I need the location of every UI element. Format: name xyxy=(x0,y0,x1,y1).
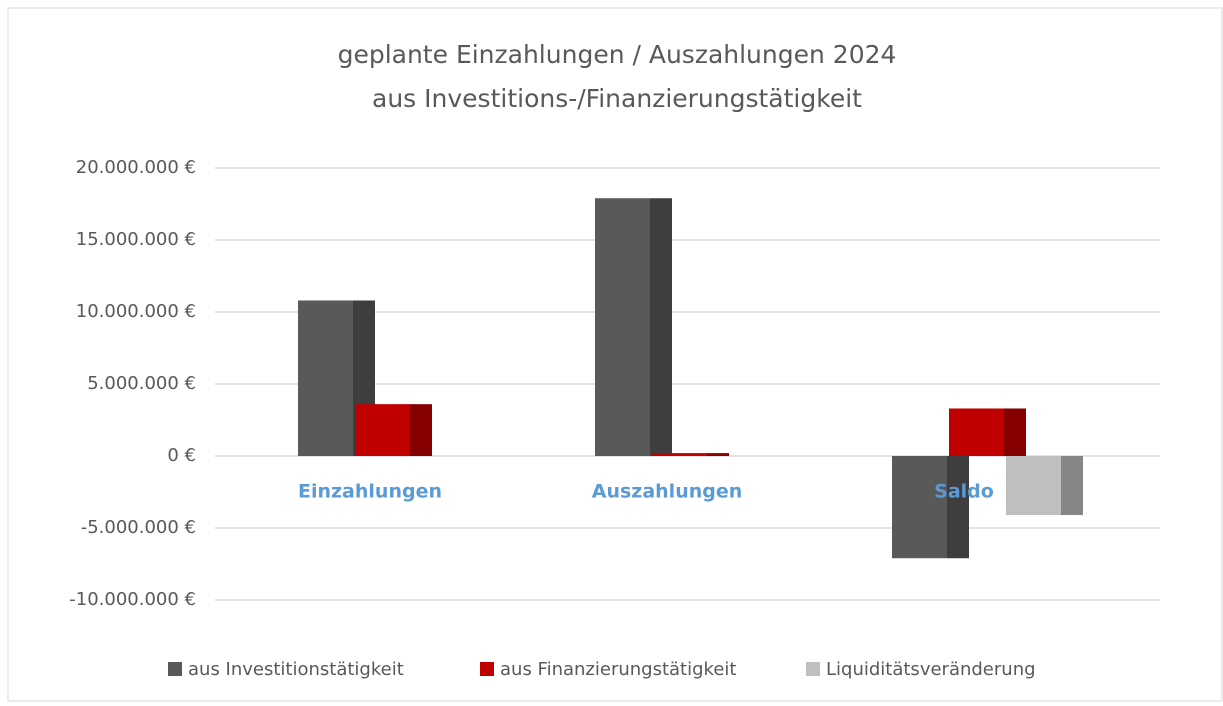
category-label: Einzahlungen xyxy=(298,481,442,503)
y-tick-label: 0 € xyxy=(167,445,196,466)
legend-label: aus Investitionstätigkeit xyxy=(188,659,404,680)
bar xyxy=(892,456,947,559)
bar xyxy=(355,404,410,456)
y-tick-label: -5.000.000 € xyxy=(81,517,196,538)
bar-side xyxy=(707,453,729,456)
bar xyxy=(652,453,707,456)
chart-title: aus Investitions-/Finanzierungstätigkeit xyxy=(372,84,862,113)
legend-swatch xyxy=(480,662,494,676)
legend-label: aus Finanzierungstätigkeit xyxy=(500,659,736,680)
category-label: Saldo xyxy=(934,481,994,503)
legend-label: Liquiditätsveränderung xyxy=(826,659,1036,680)
legend-swatch xyxy=(168,662,182,676)
y-tick-label: 20.000.000 € xyxy=(76,157,196,178)
y-tick-label: 5.000.000 € xyxy=(87,373,196,394)
bar xyxy=(1006,456,1061,516)
bar-side xyxy=(650,198,672,457)
bar xyxy=(298,300,353,456)
bar-side xyxy=(410,404,432,456)
bar xyxy=(949,408,1004,456)
y-tick-label: -10.000.000 € xyxy=(69,589,196,610)
bar xyxy=(595,198,650,457)
bar-side xyxy=(1004,408,1026,456)
y-tick-label: 10.000.000 € xyxy=(76,301,196,322)
chart-title: geplante Einzahlungen / Auszahlungen 202… xyxy=(338,40,897,69)
legend-swatch xyxy=(806,662,820,676)
category-label: Auszahlungen xyxy=(592,481,743,503)
bar-side xyxy=(1061,456,1083,516)
y-tick-label: 15.000.000 € xyxy=(76,229,196,250)
bar-side xyxy=(947,456,969,559)
